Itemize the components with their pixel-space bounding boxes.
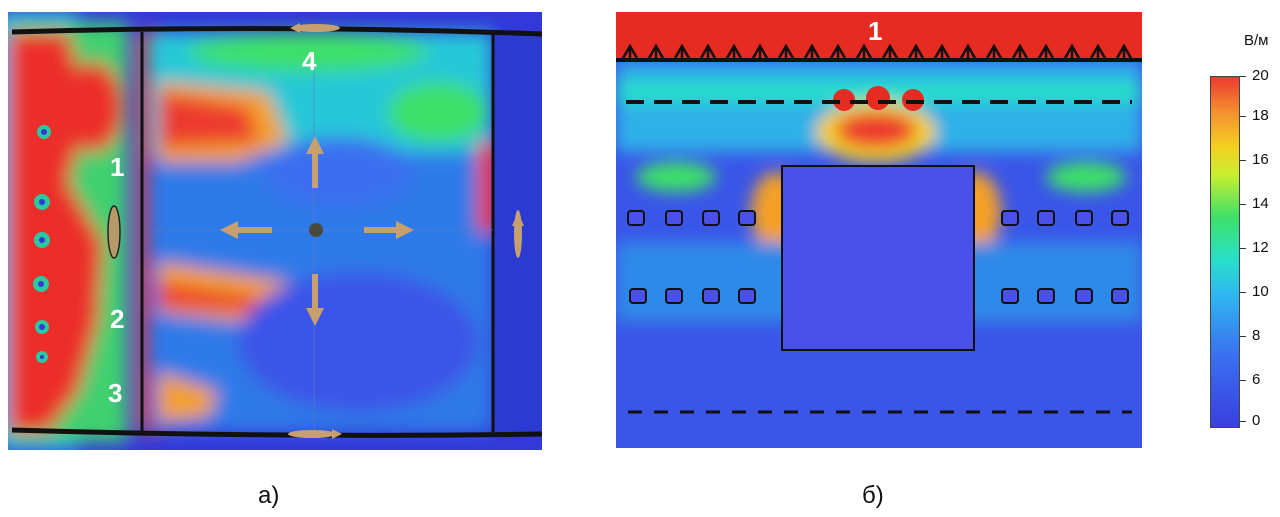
caption-a: а) bbox=[258, 482, 280, 509]
field-map-a: 1 2 3 4 bbox=[8, 12, 542, 450]
colorbar-tick bbox=[1240, 292, 1246, 293]
colorbar-tick bbox=[1240, 380, 1246, 381]
colorbar-tick-label: 12 bbox=[1252, 239, 1269, 256]
field-map-b-graphic bbox=[616, 12, 1142, 448]
caption-b: б) bbox=[862, 482, 884, 509]
colorbar-tick-label: 10 bbox=[1252, 283, 1269, 300]
colorbar-tick-label: 8 bbox=[1252, 327, 1261, 344]
colorbar-tick bbox=[1240, 421, 1246, 422]
field-map-b: 1 bbox=[616, 12, 1142, 448]
colorbar-tick bbox=[1240, 248, 1246, 249]
colorbar-tick-label: 0 bbox=[1252, 412, 1261, 429]
label-3-a: 3 bbox=[108, 378, 123, 408]
colorbar-tick bbox=[1240, 160, 1246, 161]
label-4-a: 4 bbox=[302, 46, 317, 76]
colorbar-tick-label: 6 bbox=[1252, 371, 1261, 388]
field-map-a-graphic bbox=[8, 12, 542, 450]
colorbar-tick bbox=[1240, 204, 1246, 205]
colorbar-tick bbox=[1240, 336, 1246, 337]
colorbar-tick-label: 14 bbox=[1252, 195, 1269, 212]
colorbar bbox=[1210, 76, 1240, 428]
colorbar-tick bbox=[1240, 76, 1246, 77]
label-1-b: 1 bbox=[868, 16, 883, 46]
label-2-a: 2 bbox=[110, 304, 125, 334]
colorbar-tick-label: 20 bbox=[1252, 67, 1269, 84]
colorbar-tick-label: 18 bbox=[1252, 107, 1269, 124]
colorbar-tick bbox=[1240, 116, 1246, 117]
label-1-a: 1 bbox=[110, 152, 125, 182]
colorbar-unit: В/м bbox=[1244, 32, 1269, 49]
colorbar-tick-label: 16 bbox=[1252, 151, 1269, 168]
